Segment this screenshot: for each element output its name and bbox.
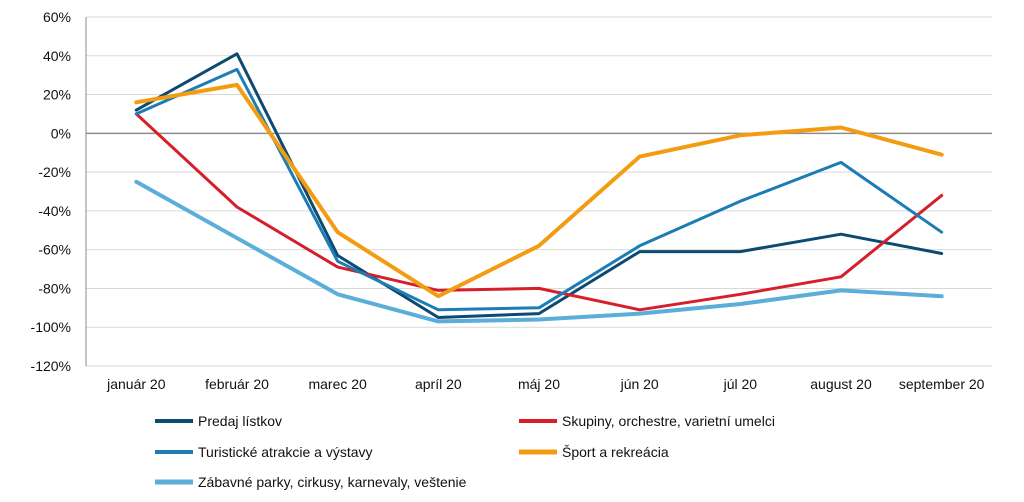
x-tick-label: júl 20 — [723, 376, 758, 392]
y-tick-label: 0% — [51, 125, 71, 141]
legend-label: Predaj lístkov — [198, 413, 282, 429]
series-line-2 — [134, 112, 944, 312]
legend-item: Turistické atrakcie a výstavy — [155, 444, 373, 460]
legend: Predaj lístkov Skupiny, orchestre, variet… — [155, 413, 775, 490]
x-axis-ticks: január 20 február 20 marec 20 apríl 20 máj 2… — [106, 376, 985, 392]
x-tick-label: marec 20 — [308, 376, 367, 392]
x-tick-label: február 20 — [205, 376, 269, 392]
y-tick-label: -80% — [38, 280, 71, 296]
series-lines — [134, 52, 944, 324]
x-tick-label: apríl 20 — [415, 376, 462, 392]
x-tick-label: január 20 — [106, 376, 166, 392]
x-tick-label: september 20 — [899, 376, 985, 392]
legend-label: Skupiny, orchestre, varietní umelci — [562, 413, 775, 429]
x-tick-label: august 20 — [810, 376, 872, 392]
y-tick-label: 60% — [43, 9, 71, 25]
legend-label: Šport a rekreácia — [562, 444, 669, 460]
series-line-3 — [134, 67, 944, 312]
y-tick-label: -60% — [38, 242, 71, 258]
series-line-1 — [134, 52, 944, 319]
legend-item: Šport a rekreácia — [519, 444, 669, 460]
y-tick-label: -20% — [38, 164, 71, 180]
series-line-5 — [134, 179, 944, 324]
legend-label: Turistické atrakcie a výstavy — [198, 444, 373, 460]
legend-label: Zábavné parky, cirkusy, karnevaly, vešte… — [198, 474, 467, 490]
legend-item: Predaj lístkov — [155, 413, 282, 429]
x-tick-label: jún 20 — [620, 376, 659, 392]
y-tick-label: -40% — [38, 203, 71, 219]
y-tick-label: -100% — [31, 319, 71, 335]
series-line-4 — [134, 82, 944, 299]
y-tick-label: 40% — [43, 48, 71, 64]
x-tick-label: máj 20 — [518, 376, 560, 392]
legend-item: Zábavné parky, cirkusy, karnevaly, vešte… — [155, 474, 467, 490]
y-tick-label: -120% — [31, 358, 71, 374]
y-tick-label: 20% — [43, 87, 71, 103]
legend-item: Skupiny, orchestre, varietní umelci — [519, 413, 775, 429]
y-axis-ticks: 60% 40% 20% 0% -20% -40% -60% -80% -100% -120% — [31, 9, 71, 374]
